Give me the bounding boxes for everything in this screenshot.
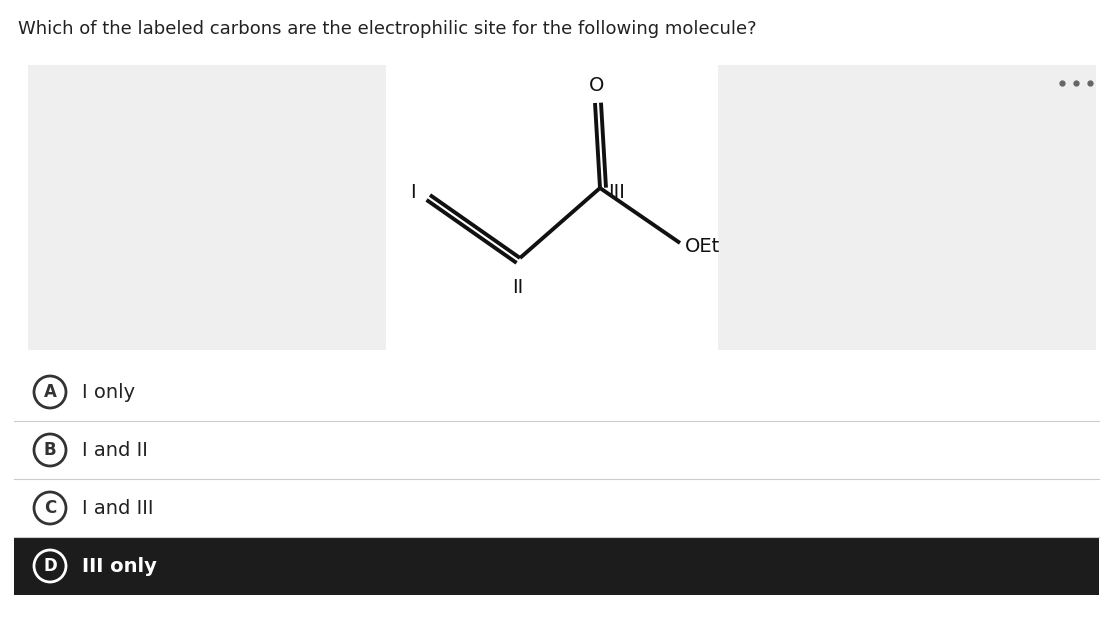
- Text: I only: I only: [82, 382, 135, 401]
- Text: B: B: [43, 441, 57, 459]
- Bar: [14, 421, 1099, 479]
- Text: II: II: [512, 278, 523, 297]
- Text: C: C: [43, 499, 56, 517]
- Text: Which of the labeled carbons are the electrophilic site for the following molecu: Which of the labeled carbons are the ele…: [18, 20, 757, 38]
- Bar: [14, 537, 1099, 595]
- Text: O: O: [589, 76, 604, 95]
- Text: I and II: I and II: [82, 440, 148, 459]
- Text: III only: III only: [82, 556, 157, 575]
- Bar: [14, 479, 1099, 537]
- Bar: [14, 363, 1099, 421]
- Text: I and III: I and III: [82, 498, 154, 517]
- Text: I: I: [411, 183, 416, 202]
- Bar: [28, 65, 386, 350]
- Bar: [718, 65, 1096, 350]
- Text: III: III: [608, 183, 624, 202]
- Text: A: A: [43, 383, 57, 401]
- Text: D: D: [43, 557, 57, 575]
- Text: OEt: OEt: [684, 236, 720, 256]
